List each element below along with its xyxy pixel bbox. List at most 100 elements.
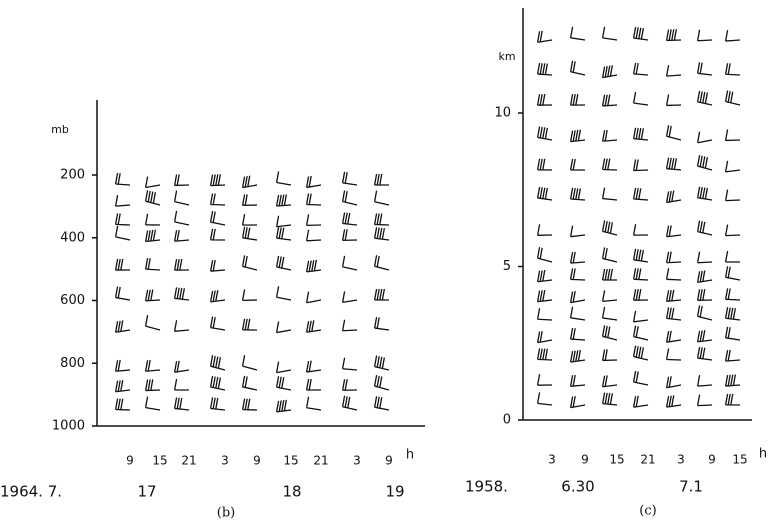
wind-barb <box>665 395 682 408</box>
wind-barb <box>341 190 358 206</box>
day-label: 6.30 <box>561 478 594 496</box>
wind-barb <box>696 131 713 144</box>
day-label: 18 <box>282 483 301 501</box>
x-tick-label: 9 <box>126 454 134 468</box>
wind-barb <box>696 220 713 236</box>
wind-barb <box>632 127 649 141</box>
wind-barb <box>275 194 292 207</box>
y-tick-label: 1000 <box>52 419 85 434</box>
wind-barb <box>632 187 649 201</box>
x-tick-label: 3 <box>353 454 361 468</box>
wind-barb <box>275 226 292 241</box>
wind-barb <box>114 379 131 393</box>
wind-barb <box>601 129 618 142</box>
wind-barb <box>569 26 586 41</box>
wind-barb <box>144 359 161 372</box>
wind-barb <box>632 26 649 41</box>
wind-barb <box>241 318 258 331</box>
wind-barb <box>241 375 258 391</box>
wind-barb <box>601 392 618 406</box>
wind-barb <box>144 379 161 392</box>
wind-barb <box>536 93 553 106</box>
wind-barb <box>341 229 358 242</box>
wind-barb <box>536 62 553 76</box>
wind-barb <box>209 228 226 241</box>
wind-barb <box>665 65 682 77</box>
x-tick-label: 9 <box>708 453 716 467</box>
y-tick-label: 200 <box>60 168 85 183</box>
wind-barb <box>665 94 682 107</box>
y-tick-label: 10 <box>494 106 511 121</box>
panel-label: (c) <box>639 504 656 519</box>
wind-barb <box>144 396 161 411</box>
wind-barb <box>724 393 741 406</box>
wind-barb <box>305 378 322 391</box>
wind-barb <box>241 255 258 271</box>
wind-barb <box>569 327 586 341</box>
wind-barb <box>665 29 682 42</box>
wind-barb <box>569 291 586 304</box>
wind-barb <box>601 187 618 201</box>
wind-barb <box>209 355 226 371</box>
wind-barb <box>373 288 390 301</box>
wind-barb <box>305 320 322 333</box>
date-prefix: 1964. 7. <box>0 483 62 501</box>
wind-barb <box>536 270 553 283</box>
wind-barb <box>724 90 741 106</box>
wind-barb <box>665 157 682 171</box>
wind-barb <box>209 316 226 331</box>
wind-barb <box>696 29 713 42</box>
wind-barb <box>724 349 741 362</box>
wind-barb <box>173 190 190 206</box>
wind-barb <box>144 289 161 302</box>
wind-barb <box>569 60 586 76</box>
wind-barb <box>665 125 682 141</box>
wind-barb <box>569 396 586 409</box>
wind-barb <box>114 172 131 186</box>
wind-barb <box>341 212 358 226</box>
x-tick-label: 15 <box>732 453 747 467</box>
wind-barb <box>536 247 553 263</box>
wind-barb <box>114 359 131 372</box>
wind-barb <box>305 360 322 373</box>
wind-barb <box>341 379 358 391</box>
wind-barb <box>724 63 741 76</box>
wind-barb <box>601 220 618 236</box>
wind-barb <box>632 395 649 408</box>
x-tick-label: 15 <box>609 453 624 467</box>
x-tick-label: 3 <box>548 453 556 467</box>
wind-barb <box>724 326 741 341</box>
wind-barb <box>601 349 618 362</box>
x-tick-label: 15 <box>283 454 298 468</box>
wind-barb <box>373 355 390 371</box>
wind-barb <box>275 286 292 301</box>
wind-barb <box>536 392 553 406</box>
wind-barb <box>536 126 553 141</box>
wind-barb <box>209 193 226 206</box>
wind-barb <box>536 224 553 236</box>
wind-barb <box>341 291 358 303</box>
x-tick-label: 9 <box>253 454 261 468</box>
wind-barb <box>341 395 358 411</box>
wind-barb <box>724 189 741 202</box>
wind-barb <box>632 289 649 301</box>
wind-barb <box>601 325 618 341</box>
wind-barb <box>144 257 161 271</box>
wind-barb <box>209 290 226 303</box>
wind-barb <box>696 394 713 407</box>
wind-barb <box>601 268 618 281</box>
y-tick-label: 400 <box>60 230 85 245</box>
wind-barb <box>144 229 161 243</box>
wind-barb <box>665 307 682 321</box>
wind-barb <box>173 229 190 242</box>
wind-barb <box>632 248 649 263</box>
wind-barb <box>569 374 586 387</box>
wind-barb <box>275 255 292 271</box>
wind-barb <box>601 375 618 388</box>
panel-label: (b) <box>217 506 235 521</box>
wind-barb <box>241 355 258 371</box>
wind-barb <box>305 175 322 189</box>
wind-barb <box>665 190 682 204</box>
wind-barb <box>114 320 131 333</box>
wind-barb <box>665 251 682 264</box>
